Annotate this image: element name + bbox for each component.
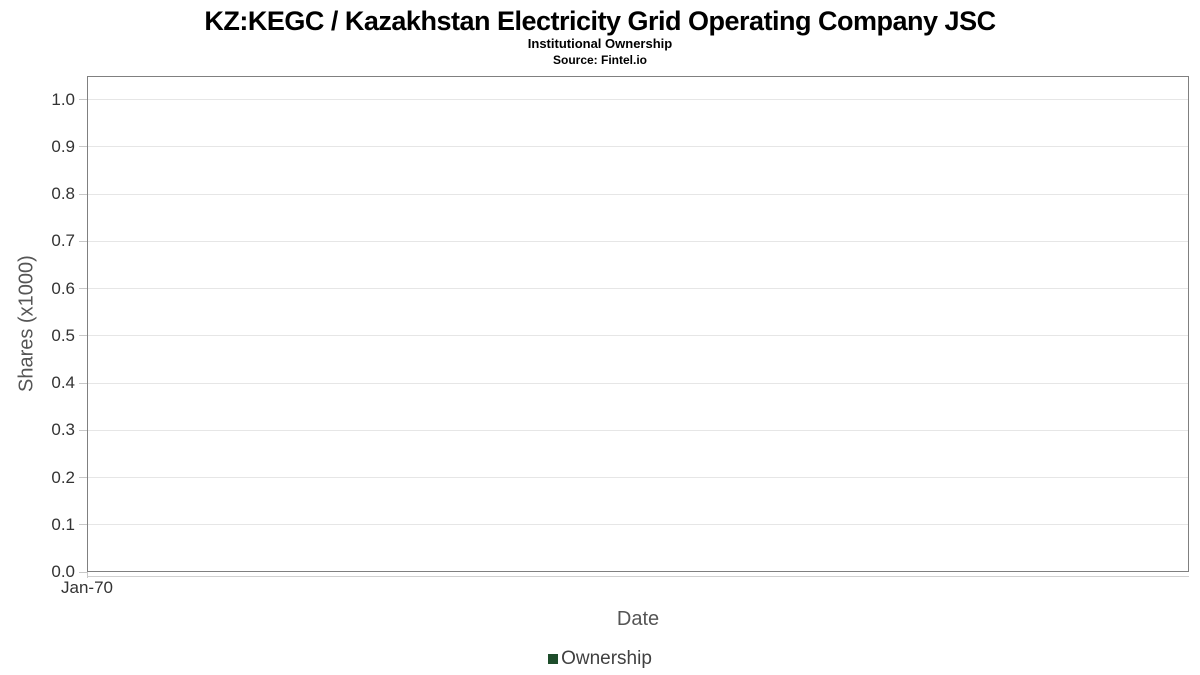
- legend-item-ownership[interactable]: Ownership: [0, 645, 1200, 673]
- y-axis-tick-mark: [79, 429, 87, 431]
- chart-source-credit: Source: Fintel.io: [552, 53, 647, 67]
- legend-label: Ownership: [561, 648, 652, 669]
- y-axis-tick-mark: [79, 99, 87, 101]
- y-axis-tick-mark: [79, 524, 87, 526]
- y-axis-tick-mark: [79, 382, 87, 384]
- chart-title: KZ:KEGC / Kazakhstan Electricity Grid Op…: [204, 6, 996, 36]
- y-axis-tick-mark: [79, 146, 87, 148]
- y-axis-tick-mark: [79, 477, 87, 479]
- y-axis-tick-mark: [79, 571, 87, 573]
- x-axis-tick-label: Jan-70: [61, 578, 113, 597]
- x-axis-title: Date: [616, 608, 660, 630]
- y-axis-tick-mark: [79, 288, 87, 290]
- x-axis-line: [87, 576, 1189, 577]
- y-axis-tick-mark: [79, 240, 87, 242]
- chart-subtitle: Institutional Ownership: [527, 36, 673, 51]
- y-axis-tick-mark: [79, 335, 87, 337]
- y-axis-tick-mark: [79, 193, 87, 195]
- legend-marker-square-icon: [548, 654, 559, 664]
- plot-area: [87, 76, 1189, 572]
- y-axis-title: Shares (x1000): [15, 255, 38, 393]
